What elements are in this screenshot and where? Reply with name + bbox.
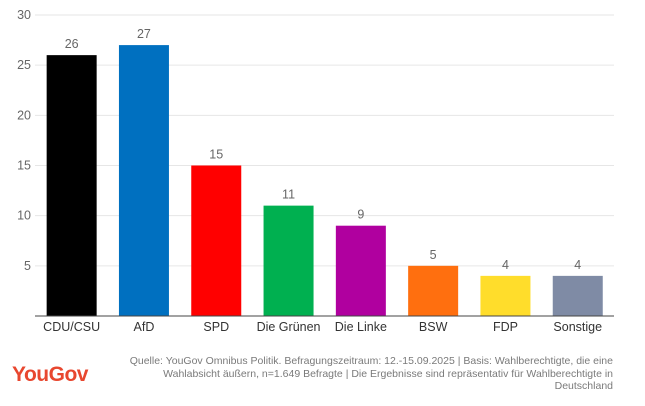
- x-tick-label: AfD: [134, 320, 155, 334]
- source-note: Quelle: YouGov Omnibus Politik. Befragun…: [73, 355, 613, 393]
- bar: [118, 45, 169, 316]
- y-axis-ticks: 5 10 15 20 25 30: [17, 8, 31, 273]
- y-tick-label: 20: [17, 108, 31, 122]
- bar: [46, 55, 97, 317]
- y-tick-label: 10: [17, 209, 31, 223]
- data-label: 15: [209, 148, 223, 162]
- x-tick-label: SPD: [203, 320, 229, 334]
- bar: [408, 265, 459, 316]
- bars: [46, 45, 603, 317]
- y-tick-label: 15: [17, 159, 31, 173]
- x-tick-label: Sonstige: [553, 320, 602, 334]
- bar: [480, 275, 531, 316]
- y-tick-label: 5: [24, 259, 31, 273]
- yougov-logo: YouGov: [12, 363, 88, 386]
- data-label: 9: [357, 208, 364, 222]
- bar-chart: 5 10 15 20 25 30 26 27 15 11 9 5 4 4 CDU/CSU AfD SPD Di…: [17, 8, 614, 334]
- x-tick-label: BSW: [419, 320, 448, 334]
- data-label: 11: [282, 188, 295, 202]
- data-label: 4: [502, 258, 509, 272]
- data-labels: 26 27 15 11 9 5 4 4: [65, 27, 582, 272]
- data-label: 5: [430, 248, 437, 262]
- data-label: 4: [574, 258, 581, 272]
- data-label: 27: [137, 27, 151, 41]
- footer: YouGov Quelle: YouGov Omnibus Politik. B…: [0, 345, 645, 406]
- y-tick-label: 25: [17, 58, 31, 72]
- source-line: Wahlabsicht äußern, n=1.649 Befragte | D…: [163, 367, 613, 380]
- bar: [552, 275, 603, 316]
- source-line: Quelle: YouGov Omnibus Politik. Befragun…: [129, 355, 613, 367]
- bar: [335, 225, 386, 316]
- bar: [263, 205, 314, 316]
- y-tick-label: 30: [17, 8, 31, 22]
- x-tick-label: CDU/CSU: [43, 320, 100, 334]
- x-tick-label: Die Grünen: [257, 320, 321, 334]
- source-line: Deutschland: [554, 380, 613, 392]
- x-tick-label: FDP: [493, 320, 518, 334]
- bar: [191, 165, 242, 316]
- x-tick-label: Die Linke: [335, 320, 387, 334]
- x-axis-ticks: CDU/CSU AfD SPD Die Grünen Die Linke BSW FDP So…: [43, 320, 602, 334]
- data-label: 26: [65, 37, 79, 51]
